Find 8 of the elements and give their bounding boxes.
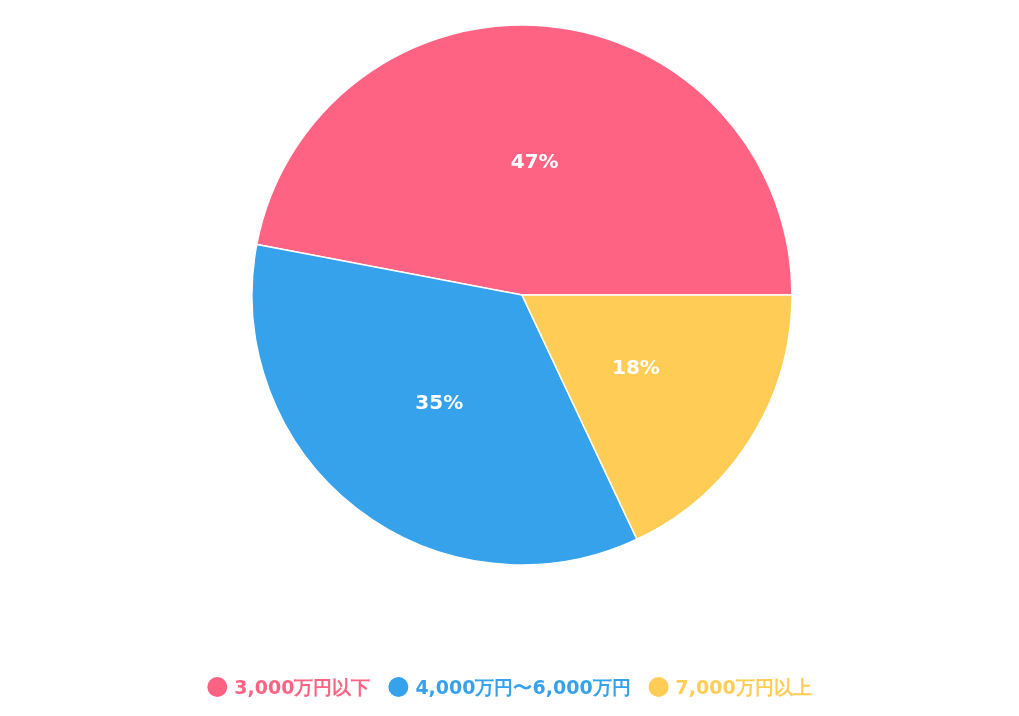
legend-label: 4,000万円〜6,000万円 [415,676,631,698]
legend-label: 3,000万円以下 [234,676,371,698]
legend-label: 7,000万円以上 [675,676,812,698]
slice: 18% [521,294,793,541]
data-label: 18% [612,355,660,380]
data-label: 47% [510,148,559,173]
slice: 47% [256,24,793,296]
data-label: 35% [415,389,464,414]
